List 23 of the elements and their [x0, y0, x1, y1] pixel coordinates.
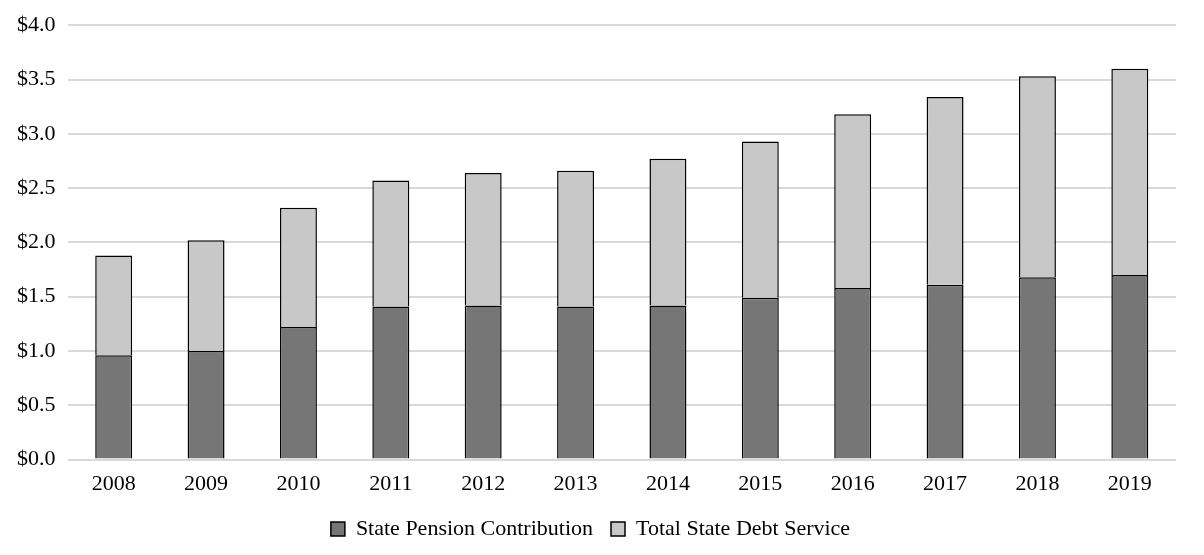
x-tick-label: 2008 [91, 469, 136, 495]
y-tick-label: $0.5 [17, 391, 56, 417]
x-tick-label: 2011 [369, 469, 413, 495]
y-tick-label: $2.5 [17, 173, 56, 199]
x-tick-label: 2013 [553, 469, 598, 495]
y-tick-label: $3.0 [17, 119, 56, 145]
x-tick-label: 2017 [923, 469, 968, 495]
y-tick-label: $1.0 [17, 336, 56, 362]
y-tick-label: $4.0 [17, 10, 56, 36]
x-tick-label: 2010 [276, 469, 321, 495]
y-tick-label: $2.0 [17, 228, 56, 254]
x-tick-label: 2019 [1107, 469, 1152, 495]
y-tick-label: $0.0 [17, 445, 56, 471]
y-tick-label: $1.5 [17, 282, 56, 308]
y-tick-label: $3.5 [17, 65, 56, 91]
legend-label: State Pension Contribution [355, 514, 594, 540]
x-tick-label: 2015 [738, 469, 783, 495]
x-tick-label: 2014 [645, 469, 690, 495]
x-tick-label: 2009 [184, 469, 229, 495]
x-tick-label: 2016 [830, 469, 875, 495]
x-tick-label: 2018 [1015, 469, 1060, 495]
x-tick-label: 2012 [461, 469, 506, 495]
legend-label: Total State Debt Service [636, 514, 851, 540]
